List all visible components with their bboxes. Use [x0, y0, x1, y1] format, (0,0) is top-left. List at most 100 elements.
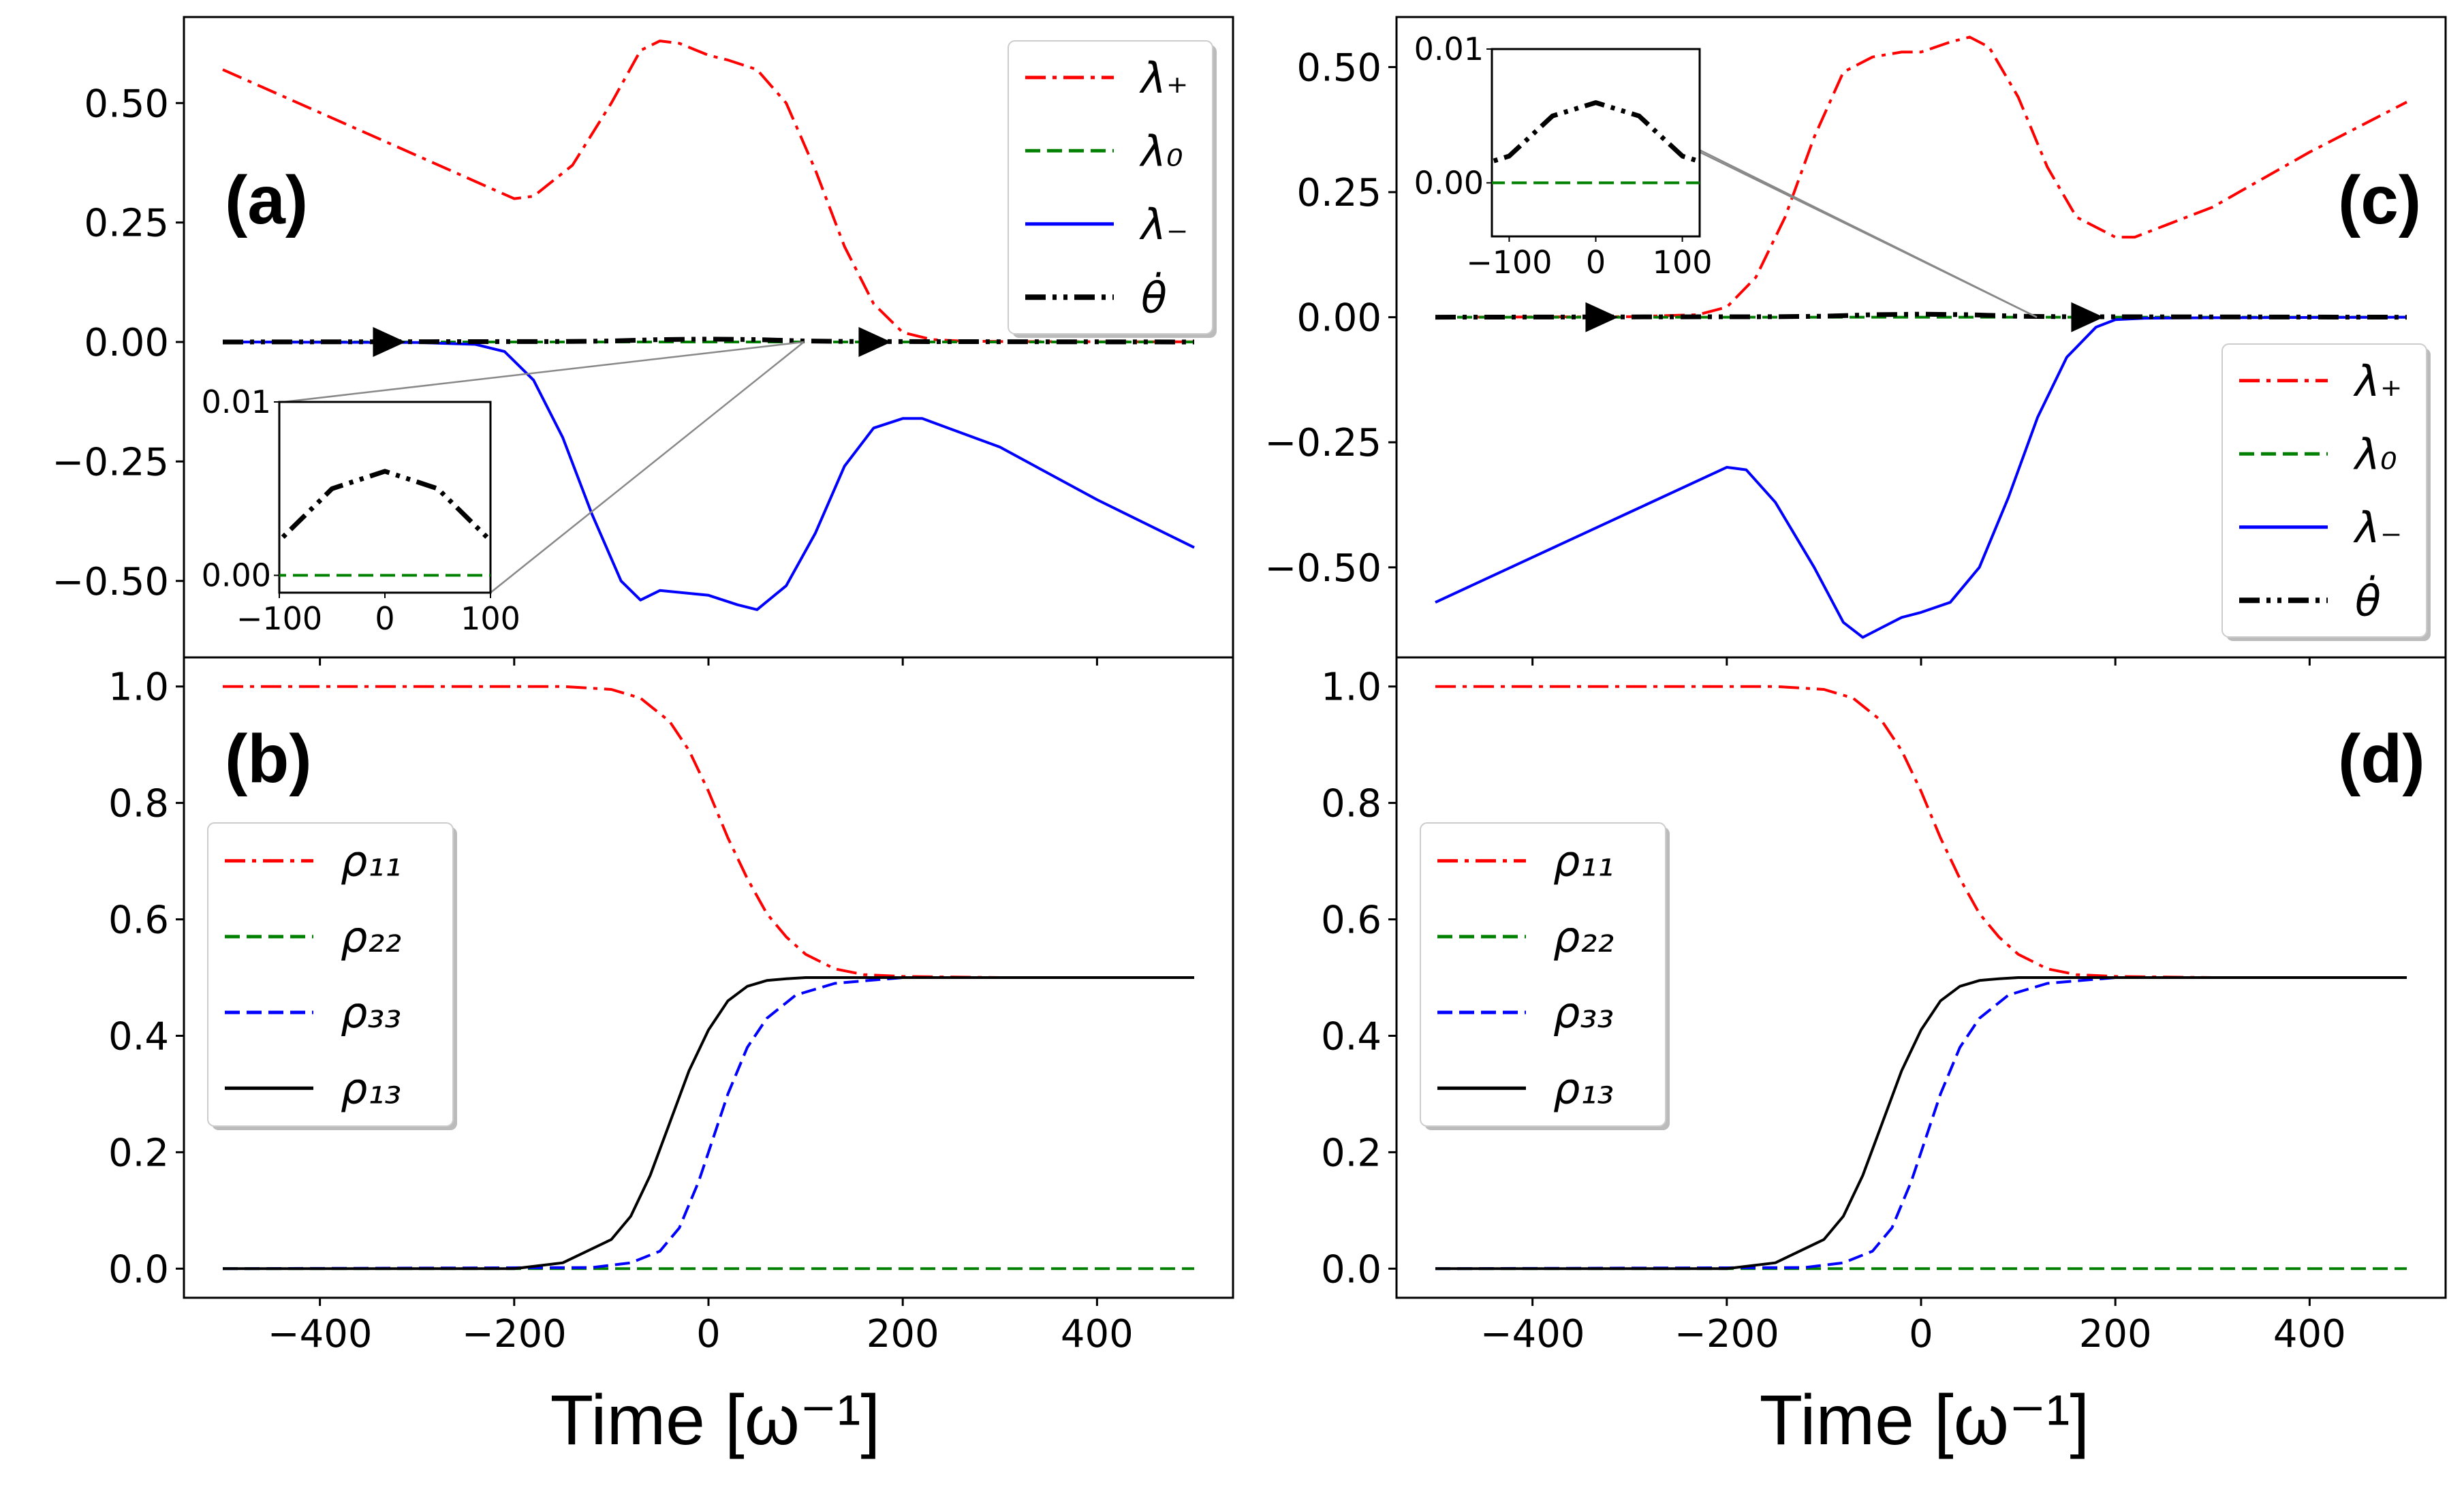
y-tick-label: −0.50	[1264, 546, 1382, 591]
x-tick-label: 200	[2079, 1312, 2152, 1356]
x-tick-label: −400	[1480, 1312, 1585, 1356]
series-line-d-2	[1435, 976, 2407, 1271]
legend-label: ρ₂₂	[341, 912, 401, 962]
legend-box	[207, 822, 454, 1127]
legend-label: ρ₁₁	[341, 837, 401, 886]
series-line-d-0	[1435, 685, 2407, 979]
inset-connector	[1699, 151, 2038, 318]
y-tick-label: −0.25	[52, 440, 169, 484]
chart-d: 1.00.80.60.40.20.0−400 −200 0 200 400ρ₁₁ρ₂₂ρ…	[1321, 656, 2447, 1356]
y-tick-label: 0.0	[1321, 1247, 1382, 1292]
legend-box	[1008, 40, 1213, 334]
y-tick-label: 0.8	[108, 782, 169, 826]
series-line-c-2	[1435, 315, 2407, 639]
y-tick-label: 1.0	[1321, 666, 1382, 710]
panel-label-d: (d)	[2338, 721, 2425, 797]
series-line-b-0	[223, 685, 1194, 979]
y-tick-label: 0.6	[108, 899, 169, 943]
y-tick-label: 0.0	[108, 1247, 169, 1292]
y-tick-label: 0.50	[84, 82, 169, 126]
direction-arrow	[1585, 302, 1619, 332]
legend-label: λ₀	[2353, 429, 2397, 479]
y-tick-label: 0.25	[84, 202, 169, 246]
legend-b: ρ₁₁ ρ₂₂ ρ₃₃ ρ₁₃	[207, 822, 457, 1130]
direction-arrow	[373, 327, 406, 358]
x-tick-label: 200	[867, 1312, 939, 1356]
inset-line-black	[1492, 100, 1700, 164]
y-tick-label: 0.25	[1296, 171, 1382, 215]
x-axis-label-left: Time [ω⁻¹]	[550, 1381, 881, 1460]
legend-label: θ̇	[1141, 272, 1167, 322]
inset-y-tick-label: 0.00	[202, 557, 271, 594]
legend-label: λ₋	[1139, 200, 1188, 249]
series-line-a-0	[222, 40, 1195, 343]
panel-label-b: (b)	[225, 721, 312, 797]
legend-label: ρ₁₃	[341, 1063, 401, 1113]
inset-x-tick-label: 0	[375, 600, 394, 637]
series-line-d-3	[1435, 976, 2407, 1271]
inset-series-c	[1492, 100, 1700, 185]
x-tick-label: 0	[696, 1312, 721, 1356]
inset-series-a	[279, 469, 490, 577]
y-tick-label: 0.6	[1321, 899, 1382, 943]
chart-c: 0.50 0.25 0.00 −0.25 −0.50 0.01 0.00 −100 0 100 λ₊…	[1264, 16, 2447, 666]
legend-label: ρ₃₃	[341, 988, 401, 1038]
inset-frame	[1491, 48, 1701, 238]
series-line-a-3	[222, 337, 1195, 345]
y-tick-label: −0.25	[1264, 421, 1382, 465]
series-group-d	[1435, 685, 2407, 1271]
y-tick-label: 0.50	[1296, 46, 1382, 90]
x-tick-label: −400	[268, 1312, 373, 1356]
inset-y-tick-label: 0.01	[1414, 31, 1484, 67]
series-line-b-2	[222, 976, 1194, 1271]
inset-x-tick-label: 100	[461, 600, 520, 637]
direction-arrow	[2071, 302, 2104, 332]
legend-d: ρ₁₁ ρ₂₂ ρ₃₃ ρ₁₃	[1420, 822, 1670, 1130]
legend-a: λ₊ λ₀ λ₋ θ̇	[1008, 40, 1217, 338]
inset-x-tick-label: −100	[236, 600, 322, 637]
panel-label-a: (a)	[225, 162, 308, 238]
direction-arrow	[858, 327, 892, 358]
inset-frame	[278, 401, 492, 594]
legend-label: ρ₂₂	[1553, 912, 1614, 962]
legend-c: λ₊ λ₀ λ₋ θ̇	[2221, 343, 2431, 641]
panel-label-c: (c)	[2338, 162, 2421, 238]
inset-x-tick-label: −100	[1466, 244, 1552, 281]
x-tick-label: −200	[1674, 1312, 1779, 1356]
chart-b: 1.00.80.60.40.20.0−400 −200 0 200 400ρ₁₁ρ₂₂ρ…	[108, 656, 1234, 1356]
inset-y-tick-label: 0.01	[202, 384, 271, 420]
legend-box	[2221, 343, 2427, 638]
inset-y-tick-label: 0.00	[1414, 164, 1484, 201]
inset-connector	[490, 341, 805, 593]
legend-label: λ₊	[2353, 356, 2402, 406]
x-axis-label-right: Time [ω⁻¹]	[1760, 1381, 2090, 1460]
y-tick-label: 0.2	[1321, 1131, 1382, 1175]
legend-label: λ₀	[1139, 126, 1183, 176]
y-tick-label: 0.4	[108, 1014, 169, 1059]
inset-a: 0.01 0.00 −100 0 100	[202, 341, 805, 637]
inset-x-tick-label: 100	[1653, 244, 1713, 281]
y-tick-label: 0.2	[108, 1131, 169, 1175]
axes-root: 0.500.250.00−0.25−0.500.010.00−100 0 100λ₊…	[52, 16, 2447, 1356]
x-tick-label: 400	[1061, 1312, 1134, 1356]
chart-a: 0.50 0.25 0.00 −0.25 −0.50 0.01 0.00 −100 0 100 λ₊…	[52, 16, 1234, 666]
x-tick-label: −200	[462, 1312, 567, 1356]
series-line-a-2	[222, 341, 1195, 611]
inset-line-black	[279, 469, 490, 544]
series-line-b-3	[223, 976, 1194, 1271]
legend-label: θ̇	[2355, 575, 2381, 625]
legend-label: ρ₁₃	[1553, 1063, 1614, 1113]
y-tick-label: 0.00	[84, 321, 169, 365]
inset-x-tick-label: 0	[1586, 244, 1606, 281]
y-tick-label: 1.0	[108, 666, 169, 710]
series-line-c-3	[1435, 311, 2407, 320]
inset-c: 0.01 0.00 −100 0 100	[1414, 31, 2038, 318]
inset-connector	[283, 341, 805, 403]
x-tick-label: 0	[1909, 1312, 1933, 1356]
series-line-c-0	[1435, 35, 2407, 319]
legend-label: ρ₁₁	[1553, 837, 1614, 886]
legend-box	[1420, 822, 1666, 1127]
legend-label: ρ₃₃	[1553, 988, 1614, 1038]
y-tick-label: 0.8	[1321, 782, 1382, 826]
